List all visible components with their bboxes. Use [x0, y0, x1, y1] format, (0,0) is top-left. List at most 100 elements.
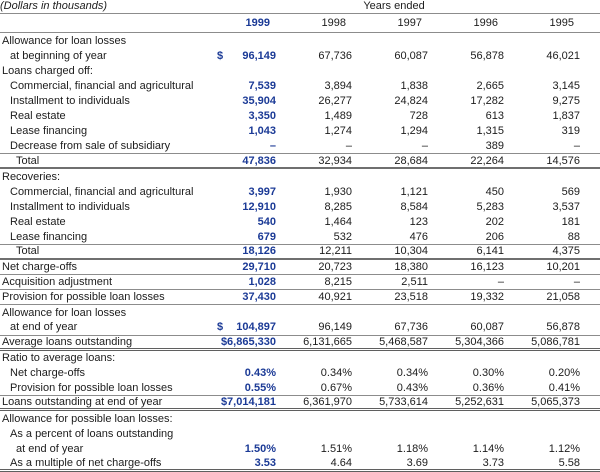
value-cell: 532 — [333, 230, 352, 243]
value-cell: 1,464 — [324, 216, 352, 229]
value-cell: 67,736 — [394, 321, 428, 334]
value-cell: $104,897 — [204, 321, 280, 333]
year-columns-row: 1999 1998 1997 1996 1995 — [0, 14, 600, 33]
cell-value: 104,897 — [236, 321, 276, 334]
table-row: As a multiple of net charge-offs 3.53 4.64… — [0, 457, 600, 472]
table-row: Average loans outstanding $6,865,330 6,131… — [0, 336, 600, 351]
row-label: Acquisition adjustment — [2, 276, 113, 289]
row-label: Installment to individuals — [10, 200, 130, 213]
row-label: at end of year — [10, 321, 78, 334]
value-cell: 0.36% — [472, 381, 504, 394]
value-cell: $7,014,181 — [220, 396, 276, 409]
value-cell: 679 — [257, 230, 276, 243]
value-cell: 3,894 — [324, 79, 352, 92]
table-row: Net charge-offs 29,710 20,723 18,380 16,123 1… — [0, 260, 600, 275]
row-label: Loans charged off: — [2, 64, 93, 77]
value-cell: 202 — [485, 216, 504, 229]
value-cell: $96,149 — [204, 50, 280, 62]
value-cell: 10,304 — [394, 245, 428, 258]
row-label: Allowance for loan losses — [2, 306, 127, 319]
row-label: As a percent of loans outstanding — [10, 427, 174, 440]
table-row: Lease financing 1,043 1,274 1,294 1,315 319 — [0, 124, 600, 139]
value-cell: 22,264 — [470, 154, 504, 167]
value-cell: 32,934 — [318, 154, 352, 167]
table-row: Allowance for loan losses — [0, 305, 600, 320]
value-cell: 181 — [561, 216, 580, 229]
row-label: Real estate — [10, 110, 66, 123]
row-label: Commercial, financial and agricultural — [10, 79, 194, 92]
value-cell: 0.43% — [396, 381, 428, 394]
value-cell: 47,836 — [242, 154, 276, 167]
value-cell: 21,058 — [546, 291, 580, 304]
value-cell: 60,087 — [470, 321, 504, 334]
value-cell: 5,283 — [476, 200, 504, 213]
value-cell: 46,021 — [546, 49, 580, 62]
table-row: at end of year 1.50% 1.51% 1.18% 1.14% 1.12% — [0, 441, 600, 456]
value-cell: 1,121 — [400, 185, 428, 198]
row-label: Provision for possible loan losses — [10, 381, 173, 394]
table-row: Lease financing 679 532 476 206 88 — [0, 230, 600, 245]
value-cell: 569 — [561, 185, 580, 198]
value-cell: 23,518 — [394, 291, 428, 304]
value-cell: 206 — [485, 230, 504, 243]
table-row: Commercial, financial and agricultural 7,… — [0, 78, 600, 93]
value-cell: – — [421, 139, 428, 152]
dollar-sign: $ — [217, 321, 224, 334]
value-cell: 5,304,366 — [455, 335, 504, 348]
value-cell: 6,361,970 — [303, 396, 352, 409]
value-cell: 9,275 — [552, 95, 580, 108]
table-row: Allowance for loan losses — [0, 33, 600, 48]
value-cell: 5.58 — [558, 456, 580, 469]
row-label: Total — [16, 245, 40, 258]
value-cell: 4.64 — [330, 456, 352, 469]
value-cell: 1,274 — [324, 125, 352, 138]
value-cell: 56,878 — [470, 49, 504, 62]
table-header-row: (Dollars in thousands) Years ended — [0, 0, 600, 14]
value-cell: 540 — [257, 216, 276, 229]
table-row: Real estate 540 1,464 123 202 181 — [0, 215, 600, 230]
value-cell: 1,489 — [324, 110, 352, 123]
table-body: Allowance for loan losses at beginning of… — [0, 33, 600, 472]
value-cell: 56,878 — [546, 321, 580, 334]
value-cell: 450 — [485, 185, 504, 198]
value-cell: 10,201 — [546, 260, 580, 273]
cell-value: 96,149 — [242, 49, 276, 62]
table-row: Provision for possible loan losses 0.55% 0… — [0, 381, 600, 396]
value-cell: 1,028 — [248, 276, 276, 289]
table-row: Ratio to average loans: — [0, 351, 600, 366]
table-row: Loans outstanding at end of year $7,014,1… — [0, 396, 600, 412]
table-row: Commercial, financial and agricultural 3,… — [0, 184, 600, 199]
value-cell: 5,468,587 — [379, 335, 428, 348]
row-label: Allowance for possible loan losses: — [2, 412, 173, 425]
value-cell: 728 — [409, 110, 428, 123]
value-cell: 1.51% — [320, 442, 352, 455]
dollars-note: (Dollars in thousands) — [0, 0, 107, 12]
value-cell: 1,930 — [324, 185, 352, 198]
value-cell: 67,736 — [318, 49, 352, 62]
value-cell: 24,824 — [394, 95, 428, 108]
value-cell: 14,576 — [546, 154, 580, 167]
value-cell: 5,065,373 — [531, 396, 580, 409]
value-cell: 1.50% — [244, 442, 276, 455]
row-label: Allowance for loan losses — [2, 34, 127, 47]
table-row: Installment to individuals 12,910 8,285 8,5… — [0, 199, 600, 214]
row-label: Loans outstanding at end of year — [2, 396, 163, 409]
value-cell: 4,375 — [552, 245, 580, 258]
table-row: Real estate 3,350 1,489 728 613 1,837 — [0, 109, 600, 124]
table-row: Allowance for possible loan losses: — [0, 411, 600, 426]
value-cell: 0.20% — [548, 367, 580, 380]
value-cell: 1.14% — [472, 442, 504, 455]
value-cell: 29,710 — [242, 260, 276, 273]
row-label: Lease financing — [10, 125, 88, 138]
value-cell: 3,997 — [248, 185, 276, 198]
value-cell: 1,315 — [476, 125, 504, 138]
value-cell: 5,086,781 — [531, 335, 580, 348]
row-label: Lease financing — [10, 230, 88, 243]
value-cell: 18,126 — [242, 245, 276, 258]
value-cell: 3.73 — [482, 456, 504, 469]
value-cell: 1,837 — [552, 110, 580, 123]
row-label: Commercial, financial and agricultural — [10, 185, 194, 198]
table-row: As a percent of loans outstanding — [0, 426, 600, 441]
value-cell: 20,723 — [318, 260, 352, 273]
value-cell: 3,145 — [552, 79, 580, 92]
